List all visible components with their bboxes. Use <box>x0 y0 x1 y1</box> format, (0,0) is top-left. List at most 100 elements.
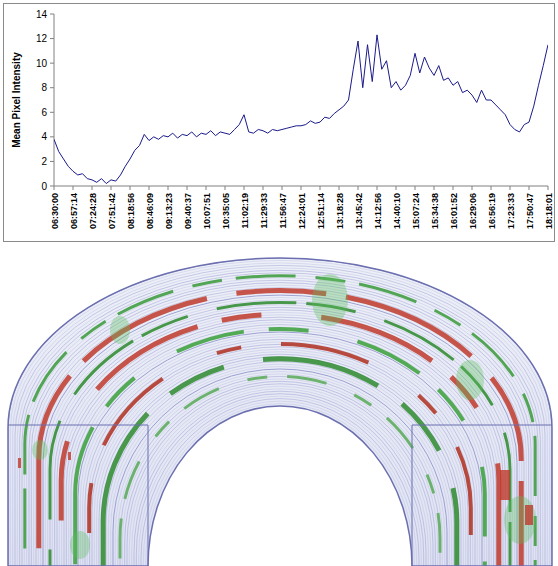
y-tick-label: 14 <box>36 9 48 20</box>
streak <box>62 315 499 566</box>
x-tick <box>301 186 302 190</box>
x-tick-label: 13:45:42 <box>354 193 364 229</box>
x-tick-label: 06:57:14 <box>69 193 79 229</box>
box-edge <box>412 425 552 426</box>
x-tick-label: 14:40:10 <box>392 193 402 229</box>
x-tick <box>529 186 530 190</box>
streak <box>31 283 528 566</box>
x-tick <box>548 186 549 190</box>
y-tick-label: 10 <box>36 58 48 69</box>
box-edge <box>148 425 149 566</box>
streak <box>125 381 436 566</box>
streak <box>36 288 524 566</box>
arch-streaks <box>8 258 552 566</box>
plot-area <box>54 35 548 184</box>
x-tick-label: 10:35:05 <box>221 193 231 229</box>
x-tick-label: 11:29:33 <box>259 193 269 229</box>
y-tick <box>50 161 54 162</box>
x-tick <box>263 186 264 190</box>
x-tick-label: 13:18:28 <box>335 193 345 229</box>
streak <box>71 325 489 566</box>
x-tick-label: 17:23:33 <box>506 193 516 229</box>
y-tick <box>50 38 54 39</box>
x-tick <box>358 186 359 190</box>
x-tick-label: 14:12:56 <box>373 193 383 229</box>
streak <box>20 270 541 566</box>
box-edge <box>412 425 413 566</box>
streak <box>8 258 552 566</box>
x-tick-label: 12:24:01 <box>297 193 307 229</box>
red-block <box>525 505 533 525</box>
colored-streak <box>89 344 471 566</box>
y-tick-label: 12 <box>36 33 48 44</box>
streak <box>108 364 451 566</box>
streak <box>132 389 429 566</box>
x-tick <box>320 186 321 190</box>
streak <box>80 334 479 566</box>
x-tick-label: 10:07:51 <box>202 193 212 229</box>
streak <box>59 312 500 566</box>
box-edge <box>8 425 148 426</box>
colored-streak <box>103 359 457 566</box>
streak <box>139 396 422 566</box>
x-tick-label: 17:50:47 <box>525 193 535 229</box>
streak <box>34 285 527 566</box>
y-tick-label: 2 <box>41 156 47 167</box>
streak <box>87 342 472 566</box>
streak <box>24 275 535 566</box>
streak <box>17 268 542 566</box>
streak <box>78 332 482 566</box>
blotch <box>504 496 536 544</box>
y-tick-label: 4 <box>41 131 47 142</box>
x-tick <box>377 186 378 190</box>
x-tick-label: 18:18:01 <box>544 193 554 229</box>
x-tick-label: 15:34:38 <box>430 193 440 229</box>
blotch <box>70 531 90 559</box>
x-tick <box>339 186 340 190</box>
streak <box>134 391 426 566</box>
x-tick-label: 16:29:06 <box>468 193 478 229</box>
x-tick <box>73 186 74 190</box>
streak <box>27 278 534 566</box>
streak <box>38 290 521 566</box>
y-tick <box>50 14 54 15</box>
x-tick-label: 06:30:00 <box>50 193 60 229</box>
x-tick <box>54 186 55 190</box>
streak <box>22 273 538 566</box>
streak <box>136 394 423 566</box>
x-tick <box>244 186 245 190</box>
streak <box>146 404 415 566</box>
x-tick <box>396 186 397 190</box>
x-tick-label: 07:24:28 <box>88 193 98 229</box>
x-tick <box>149 186 150 190</box>
streak <box>115 372 444 566</box>
x-tick <box>491 186 492 190</box>
x-tick <box>168 186 169 190</box>
arch-visualization <box>8 258 552 566</box>
streak <box>113 369 447 566</box>
colored-streak <box>61 314 499 566</box>
red-block <box>68 452 71 460</box>
x-tick-label: 11:02:19 <box>240 193 250 229</box>
colored-streak <box>39 291 521 566</box>
x-tick <box>282 186 283 190</box>
streak <box>15 265 545 566</box>
streak <box>104 359 457 566</box>
streak <box>120 376 440 566</box>
streak <box>118 374 443 566</box>
x-tick <box>415 186 416 190</box>
x-tick <box>434 186 435 190</box>
streak <box>52 305 507 566</box>
x-tick <box>130 186 131 190</box>
colored-streak <box>75 329 485 566</box>
arch-outline <box>8 258 552 566</box>
y-tick <box>50 186 54 187</box>
x-tick-label: 09:13:23 <box>164 193 174 229</box>
y-tick-label: 8 <box>41 82 47 93</box>
colored-streak <box>120 376 440 566</box>
x-tick-label: 08:18:56 <box>126 193 136 229</box>
streak <box>90 344 471 566</box>
y-tick <box>50 136 54 137</box>
streak <box>48 300 513 566</box>
y-axis <box>54 14 55 186</box>
